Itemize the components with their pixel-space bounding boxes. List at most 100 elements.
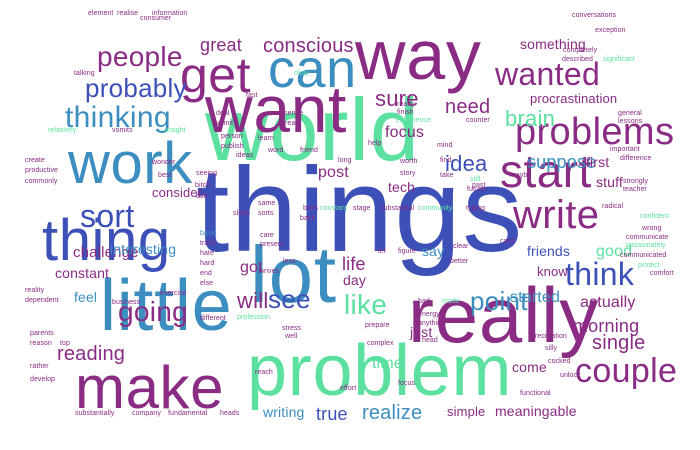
word-friend: friend [300,147,318,154]
word-exercise: exercise [160,290,187,297]
word-worth: worth [400,158,418,165]
word-same: same [258,200,276,207]
word-single: single [592,332,646,354]
word-problems: problems [515,111,675,153]
word-fundamental: fundamental [168,410,208,417]
word-stress: stress [282,325,302,332]
word-difference: difference [620,155,652,162]
word-true: true [316,404,348,424]
word-constant-small: constant [320,205,348,212]
word-realise: realise [117,10,139,17]
word-lessons: lessons [618,118,643,125]
word-counter: counter [466,117,490,124]
word-couple: couple [575,352,678,390]
word-suppose: suppose [527,152,597,172]
word-come: come [512,359,547,375]
word-company: company [132,410,161,417]
word-mode: mode [442,298,460,305]
word-start: start [500,145,592,197]
word-communicate: communicate [626,234,669,241]
word-friends: friends [527,243,571,259]
word-something: something [520,36,586,52]
word-significant: significant [603,56,635,63]
word-silly: silly [545,345,558,352]
word-important: important [610,146,640,153]
word-complex: complex [367,340,394,347]
word-profession: profession [237,314,270,321]
word-okay: okay [294,70,310,77]
word-consider: consider [152,185,203,200]
word-thing: thing [42,208,171,273]
word-effort: effort [340,385,357,392]
word-will: will [237,288,269,313]
word-information: information [152,10,188,17]
word-vomit: vomit [216,120,234,127]
word-wanted: wanted [495,56,601,92]
word-finish: finish [397,109,414,116]
word-first: first [586,154,610,170]
word-top: top [60,340,70,347]
word-strongly: strongly [623,178,649,185]
word-make: make [75,354,225,421]
word-back: back [300,215,316,222]
word-reach: reach [255,369,273,376]
word-hate: hate [200,250,214,257]
word-post: post [318,164,349,181]
word-basic: basic [200,230,217,237]
word-need: need [445,96,491,118]
word-bitch: bitch [195,182,211,189]
word-element: element [88,10,114,17]
word-else: else [200,280,214,287]
word-story: story [400,170,416,177]
word-business: business [112,299,141,306]
word-rather: rather [30,363,49,370]
word-exception: exception [595,27,626,34]
word-morning: morning [573,316,640,336]
word-end: end [200,270,212,277]
word-good: good [596,243,633,260]
word-ideas: ideas [236,152,254,159]
word-want: want [205,72,348,146]
word-sort: sort [80,198,135,234]
word-functional: functional [520,390,551,397]
word-deal: deal [216,110,230,117]
word-vomits: vomits [112,127,133,134]
word-thinking: thinking [65,101,171,134]
word-energy: energy [418,311,440,318]
word-take: take [440,172,454,179]
word-unlock: unlock [560,372,581,379]
word-productive: productive [25,167,58,174]
word-best: best [158,172,172,179]
word-less: less [283,258,296,265]
word-learn: learn [258,135,274,142]
word-ready: ready [397,101,415,108]
word-head: head [422,337,438,344]
word-teacher: teacher [623,186,647,193]
word-boss: boss [303,205,319,212]
word-sleep: sleep [233,210,251,217]
word-talking: talking [74,70,95,77]
word-figure: figure [398,248,416,255]
word-realize: realize [362,402,423,424]
word-work: work [68,131,193,196]
word-interesting: interesting [110,241,177,257]
word-create: create [25,157,45,164]
word-reason: reason [30,340,52,347]
word-conversations: conversations [572,12,617,19]
word-heads: heads [220,410,240,417]
word-let: let [378,248,386,255]
word-know: know [537,264,568,279]
word-brain: brain [505,106,556,131]
word-reality: reality [25,287,45,294]
word-present: present [260,241,284,248]
word-constant: constant [55,265,110,281]
word-writing: writing [263,404,305,420]
word-lot: lot [250,230,337,319]
word-hard: hard [200,260,215,267]
word-protect: protect [638,262,660,269]
word-read: read [285,120,300,127]
word-radical: radical [602,203,624,210]
word-fast: fast [246,92,258,99]
word-can: can [268,39,357,99]
